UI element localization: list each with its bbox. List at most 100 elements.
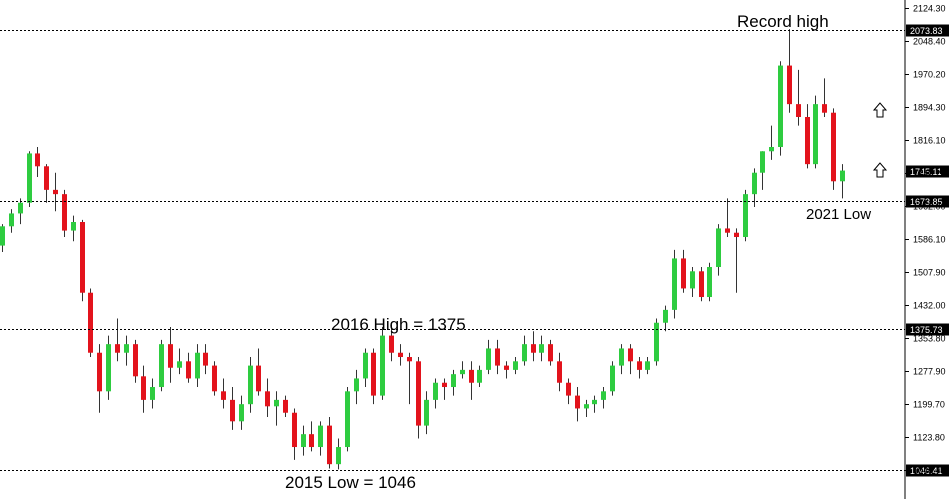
candle-body-up <box>477 369 482 383</box>
level-tag <box>906 24 949 37</box>
axis-tick-label: 1586.10 <box>913 235 946 245</box>
candle-body-down <box>203 352 208 366</box>
candle-body-up <box>672 258 677 310</box>
annotation-2015-low: 2015 Low = 1046 <box>285 473 416 492</box>
candle-body-down <box>256 365 261 392</box>
annotation-record-high: Record high <box>737 12 829 31</box>
axis-tick-label: 1662.00 <box>913 202 946 212</box>
candle-body-up <box>301 434 306 448</box>
axis-tick-label: 1970.20 <box>913 70 946 80</box>
candle-body-down <box>186 361 191 379</box>
candle-body-up <box>645 361 650 370</box>
candle-body-down <box>796 104 801 117</box>
candle-body-up <box>106 344 111 392</box>
level-tag <box>906 464 949 477</box>
candle-body-down <box>133 344 138 377</box>
candle-body-down <box>566 382 571 396</box>
candle-body-up <box>769 146 774 152</box>
candle-body-up <box>486 348 491 370</box>
candle-body-up <box>424 399 429 426</box>
candle-body-down <box>805 116 810 165</box>
candle-body-down <box>398 352 403 358</box>
candle-body-down <box>831 112 836 182</box>
candle-body-up <box>522 344 527 362</box>
candle-body-down <box>557 361 562 383</box>
candle-body-down <box>115 344 120 353</box>
candle-body-up <box>124 344 129 353</box>
candle-body-up <box>743 194 748 238</box>
candle-body-up <box>345 391 350 448</box>
candle-body-down <box>80 222 85 293</box>
candle-body-up <box>239 404 244 422</box>
candle-body-down <box>44 166 49 190</box>
level-tag-label: 1673.85 <box>910 197 943 207</box>
price-axis: 2124.30 2048.40 1970.20 1894.30 1816.10 1740.… <box>904 0 946 499</box>
candle-body-down <box>35 153 40 167</box>
candle-body-up <box>433 382 438 400</box>
candle-body-up <box>9 213 14 227</box>
candle-body-up <box>539 344 544 353</box>
candle-body-down <box>531 344 536 353</box>
candle-body-down <box>62 194 67 231</box>
candle-body-up <box>18 202 23 214</box>
axis-tick-label: 1123.80 <box>913 433 945 443</box>
candle-body-up <box>318 425 323 448</box>
candle-body-down <box>97 352 102 392</box>
candle-body-up <box>760 151 765 173</box>
candle-body-up <box>707 267 712 298</box>
candle-body-up <box>752 172 757 195</box>
candle-body-up <box>716 228 721 268</box>
candle-body-up <box>71 222 76 231</box>
candle-body-down <box>371 352 376 396</box>
candle-body-down <box>442 382 447 388</box>
current-price-label: 1745.11 <box>910 167 942 177</box>
candle-body-up <box>601 391 606 400</box>
candle-body-down <box>88 292 93 353</box>
candle-body-down <box>292 412 297 448</box>
candle-body-up <box>460 369 465 375</box>
candle-body-up <box>690 271 695 289</box>
candle-body-down <box>504 365 509 370</box>
axis-tick-label: 1894.30 <box>913 103 946 113</box>
level-tag-label: 2073.83 <box>910 26 943 36</box>
axis-tick-label: 2124.30 <box>913 4 946 14</box>
candle-body-up <box>354 378 359 392</box>
candle-body-up <box>177 361 182 368</box>
candle-body-down <box>575 395 580 409</box>
candle-body-up <box>150 387 155 400</box>
candle-body-down <box>699 271 704 298</box>
candle-body-up <box>592 399 597 405</box>
candle-body-down <box>230 399 235 422</box>
candle-body-down <box>212 365 217 392</box>
annotation-2021-low: 2021 Low <box>806 206 871 223</box>
up-arrow-icon <box>872 102 888 118</box>
axis-tick-label: 1046.41 <box>913 466 946 476</box>
candle-body-up <box>654 322 659 362</box>
level-tag-label: 1375.73 <box>910 325 943 335</box>
axis-tick-label: 1277.90 <box>913 367 946 377</box>
candle-body-down <box>53 189 58 195</box>
candle-body-down <box>389 335 394 353</box>
candles-layer <box>0 29 845 470</box>
candle-body-down <box>822 104 827 113</box>
axis-tick-label: 1816.10 <box>913 136 946 146</box>
current-price-tag <box>906 165 949 178</box>
up-arrow-icon <box>872 162 888 178</box>
candle-body-down <box>168 344 173 368</box>
axis-tick-label: 1199.70 <box>913 400 945 410</box>
candle-body-down <box>548 344 553 362</box>
axis-tick-label: 1740.20 <box>913 169 946 179</box>
candle-body-up <box>663 309 668 323</box>
candle-body-up <box>248 365 253 405</box>
candle-body-down <box>495 348 500 366</box>
candle-body-down <box>327 425 332 465</box>
level-tag <box>906 323 949 336</box>
candle-body-down <box>416 361 421 426</box>
candle-body-up <box>840 170 845 182</box>
candle-body-up <box>778 65 783 147</box>
candle-body-up <box>610 365 615 392</box>
candle-body-down <box>734 232 739 238</box>
level-tag <box>906 195 949 208</box>
candle-body-down <box>725 228 730 233</box>
annotation-2016-high: 2016 High = 1375 <box>331 315 466 334</box>
